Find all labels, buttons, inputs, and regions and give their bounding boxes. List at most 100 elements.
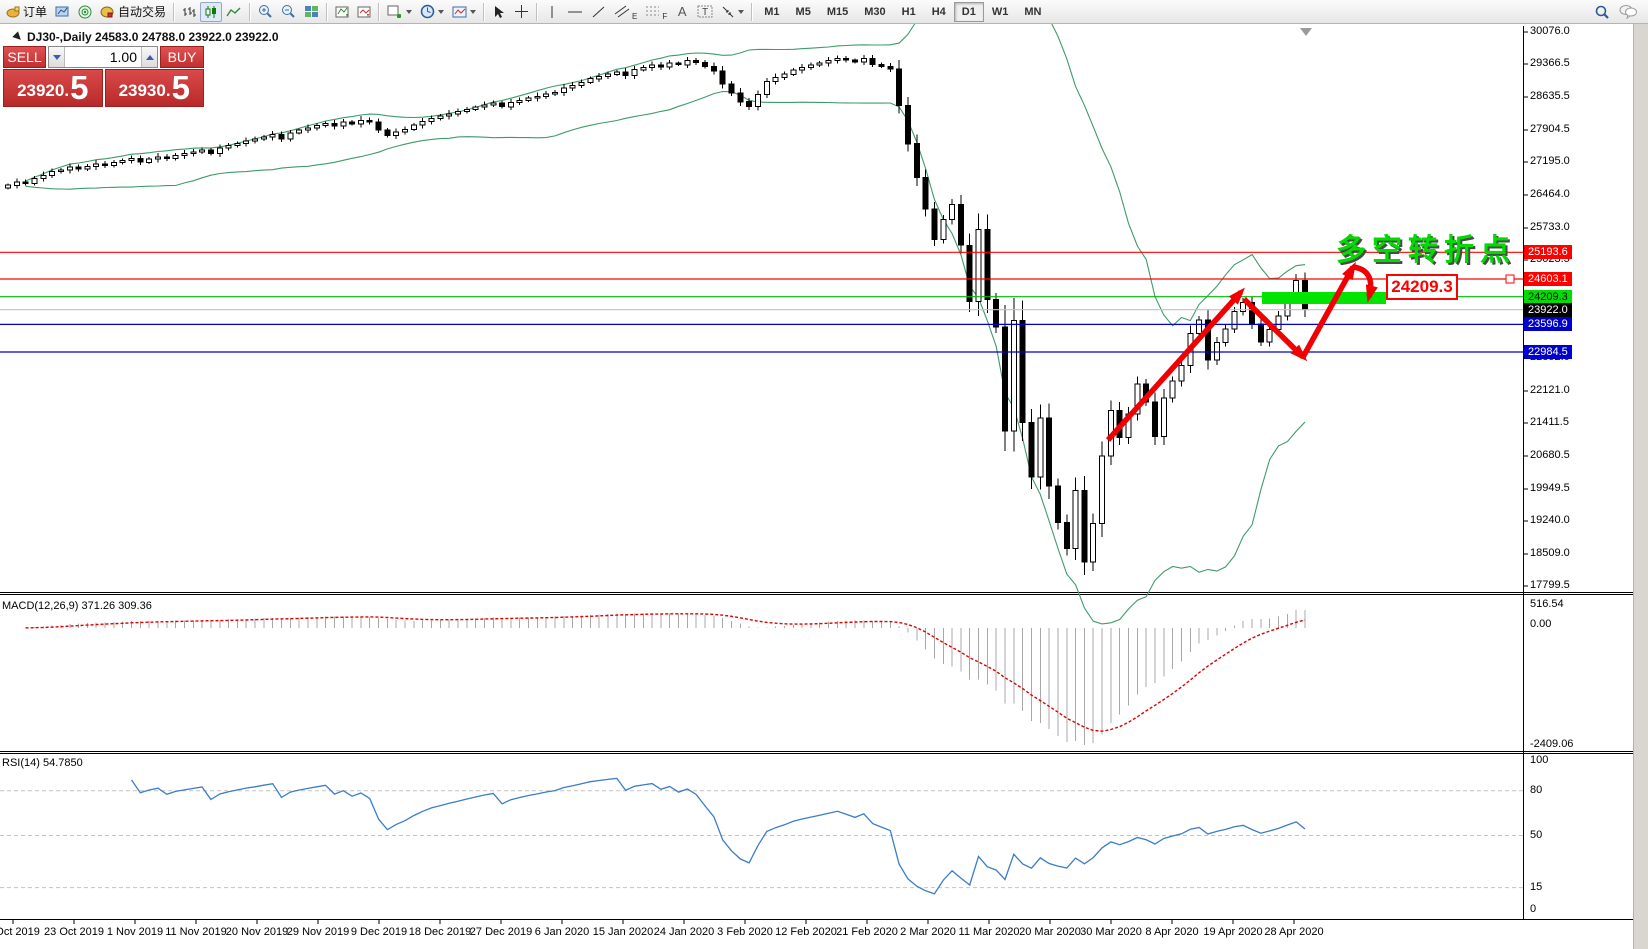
text-label-button[interactable]: T: [693, 2, 717, 22]
crosshair-button[interactable]: [510, 2, 533, 22]
indicator-window-icon: [335, 5, 349, 19]
buy-price-int: 23930.: [118, 81, 171, 100]
new-order-label: 订单: [23, 5, 48, 19]
price-tick-label: 20680.5: [1530, 449, 1570, 461]
sell-price-button[interactable]: 23920. 5: [3, 69, 103, 107]
tile-windows-button[interactable]: [300, 2, 323, 22]
chart-shift-marker-icon: [1300, 28, 1312, 36]
price-tick-label: 26464.0: [1530, 188, 1570, 200]
cursor-button[interactable]: [488, 2, 510, 22]
level-price-label: 22984.5: [1524, 345, 1572, 359]
data-window-button[interactable]: [51, 2, 74, 22]
level-price-label: 25193.6: [1524, 245, 1572, 259]
trendline-button[interactable]: [587, 2, 610, 22]
toolbar-separator: [173, 2, 176, 21]
arrows-button[interactable]: [717, 2, 748, 22]
text-tool-icon: A: [677, 4, 687, 19]
indicator-list-button[interactable]: [353, 2, 375, 22]
chevron-down-icon: [438, 9, 445, 14]
chevron-down-icon: [470, 9, 477, 14]
bar-chart-icon: [182, 5, 197, 19]
date-label: 9 Dec 2019: [350, 926, 408, 938]
date-label: 11 Mar 2020: [958, 926, 1020, 938]
scrollbar[interactable]: [1633, 24, 1648, 949]
toolbar-separator: [751, 2, 754, 21]
timeframe-m1-button[interactable]: M1: [764, 5, 780, 18]
templates-button[interactable]: [448, 2, 480, 22]
indicator-window-button[interactable]: [331, 2, 353, 22]
channel-icon: [614, 4, 631, 19]
price-tick-label: 21411.5: [1530, 416, 1569, 428]
bar-chart-button[interactable]: [178, 2, 200, 22]
svg-text:T: T: [702, 7, 708, 18]
sell-price-frac: 5: [70, 69, 89, 106]
symbol-marker-icon: [12, 31, 24, 43]
horizontal-line-button[interactable]: [563, 2, 587, 22]
timeframe-d1-button[interactable]: D1: [953, 1, 984, 22]
volume-increase-button[interactable]: [141, 47, 157, 67]
price-tick-label: 22121.0: [1530, 384, 1570, 396]
rsi-axis-label: 50: [1530, 829, 1543, 841]
toolbar-separator: [483, 2, 486, 21]
timeframe-m30-button[interactable]: M30: [864, 5, 886, 18]
date-label: 20 Mar 2020: [1019, 926, 1081, 938]
level-price-box[interactable]: 24209.3: [1386, 274, 1458, 300]
zoom-out-button[interactable]: [277, 2, 300, 22]
turning-point-annotation[interactable]: 多空转折点: [1336, 233, 1516, 268]
autotrading-label: 自动交易: [118, 5, 167, 19]
date-label: 8 Apr 2020: [1145, 926, 1199, 938]
line-chart-icon: [226, 5, 242, 19]
date-label: 30 Mar 2020: [1080, 926, 1142, 938]
main-toolbar: 订单 自动交易: [0, 0, 1648, 24]
new-order-button[interactable]: 订单: [2, 2, 51, 22]
search-button[interactable]: [1590, 2, 1614, 22]
date-label: 28 Apr 2020: [1264, 926, 1324, 938]
rsi-axis-label: 100: [1530, 754, 1549, 766]
date-label: 29 Nov 2019: [286, 926, 350, 938]
date-label: 18 Dec 2019: [408, 926, 472, 938]
timeframe-mn-button[interactable]: MN: [1024, 5, 1042, 18]
add-indicator-icon: [387, 4, 403, 19]
vertical-line-icon: [547, 5, 557, 19]
data-window-icon: [55, 5, 70, 19]
timeframe-m5-button[interactable]: M5: [795, 5, 811, 18]
add-indicator-button[interactable]: [383, 2, 416, 22]
fibonacci-button[interactable]: F: [641, 2, 671, 22]
buy-price-button[interactable]: 23930. 5: [104, 69, 204, 107]
vertical-line-button[interactable]: [541, 2, 563, 22]
date-label: 2 Mar 2020: [900, 926, 956, 938]
chevron-down-icon: [406, 9, 413, 14]
line-chart-button[interactable]: [222, 2, 246, 22]
price-tick-label: 30076.0: [1530, 25, 1570, 37]
timeframe-h4-button[interactable]: H4: [931, 5, 946, 18]
timeframe-h1-button[interactable]: H1: [901, 5, 916, 18]
chat-button[interactable]: [1614, 2, 1642, 22]
price-tick-label: 27195.0: [1530, 155, 1570, 167]
rsi-axis-label: 80: [1530, 784, 1543, 796]
periods-button[interactable]: [416, 2, 448, 22]
template-icon: [452, 5, 467, 19]
zoom-in-button[interactable]: [254, 2, 277, 22]
level-price-label: 24603.1: [1524, 272, 1572, 286]
level-price-label: 23922.0: [1524, 303, 1572, 317]
volume-input[interactable]: [65, 47, 141, 67]
candlestick-chart-button[interactable]: [200, 1, 223, 22]
text-button[interactable]: A: [671, 2, 693, 22]
chevron-down-icon: [738, 9, 745, 14]
price-tick-label: 18509.0: [1530, 547, 1570, 559]
date-label: 27 Dec 2019: [469, 926, 533, 938]
buy-button[interactable]: BUY: [160, 46, 204, 68]
volume-decrease-button[interactable]: [49, 47, 65, 67]
sell-button[interactable]: SELL: [3, 46, 46, 68]
timeframe-w1-button[interactable]: W1: [991, 5, 1009, 18]
date-label: 15 Jan 2020: [592, 926, 654, 938]
autotrading-button[interactable]: 自动交易: [96, 2, 170, 22]
date-label: 24 Jan 2020: [653, 926, 715, 938]
navigator-button[interactable]: [74, 2, 96, 22]
equidistant-channel-button[interactable]: E: [610, 2, 641, 22]
date-label: 1 Nov 2019: [106, 926, 164, 938]
timeframe-m15-button[interactable]: M15: [826, 5, 849, 18]
chevron-up-icon: [145, 54, 154, 60]
timeframe-bar: M1 M5 M15 M30 H1 H4 D1 W1 MN: [756, 1, 1049, 22]
